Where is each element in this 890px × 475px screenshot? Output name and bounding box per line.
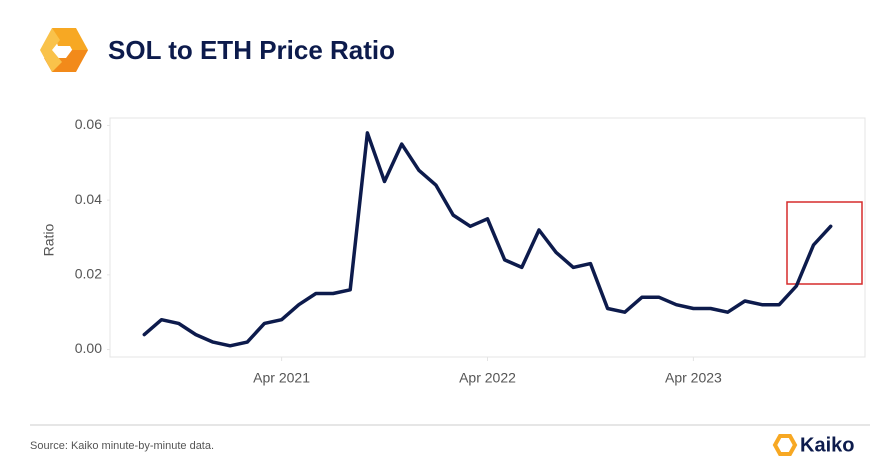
source-note: Source: Kaiko minute-by-minute data. (30, 440, 214, 452)
y-tick-label: 0.06 (75, 116, 102, 132)
highlight-box (786, 201, 863, 285)
y-tick-label: 0.00 (75, 340, 102, 356)
x-tick-label: Apr 2023 (665, 370, 722, 386)
x-tick-label: Apr 2022 (459, 370, 516, 386)
brand-name: Kaiko (800, 434, 854, 456)
y-axis-label: Ratio (41, 223, 57, 256)
data-line (142, 131, 833, 348)
x-tick-label: Apr 2021 (253, 370, 310, 386)
y-tick-label: 0.04 (75, 191, 102, 207)
chart-title: SOL to ETH Price Ratio (108, 35, 395, 65)
y-tick-label: 0.02 (75, 266, 102, 282)
brand-logo (772, 434, 798, 456)
logo (40, 28, 88, 72)
plot-area (109, 117, 866, 358)
